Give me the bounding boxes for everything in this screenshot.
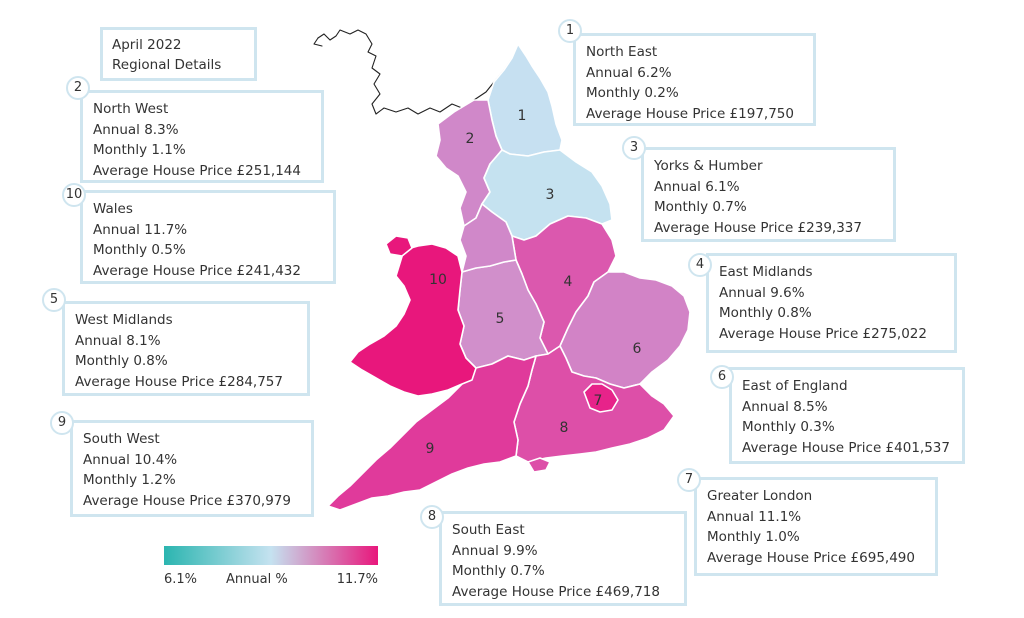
badge-greater-london: 7 bbox=[677, 468, 701, 492]
region-name: East Midlands bbox=[719, 264, 813, 280]
legend-min-label: 6.1% bbox=[164, 572, 198, 587]
region-wales-anglesey[interactable] bbox=[385, 235, 413, 257]
region-name: Yorks & Humber bbox=[654, 158, 763, 174]
region-label-north-west: 2 bbox=[466, 131, 475, 147]
legend-gradient-bar bbox=[164, 546, 378, 565]
region-east-of-england[interactable] bbox=[559, 271, 691, 389]
color-legend: 6.1% Annual % 11.7% bbox=[162, 546, 380, 590]
region-name: North East bbox=[586, 44, 658, 60]
region-name: South East bbox=[452, 522, 525, 538]
title-subtitle: Regional Details bbox=[112, 57, 222, 73]
info-box-east-of-england: East of England Annual 8.5% Monthly 0.3%… bbox=[729, 367, 965, 464]
badge-north-east: 1 bbox=[558, 19, 582, 43]
info-box-yorks-humber: Yorks & Humber Annual 6.1% Monthly 0.7% … bbox=[641, 147, 896, 242]
badge-north-west: 2 bbox=[66, 76, 90, 100]
region-price: Average House Price £241,432 bbox=[93, 262, 301, 279]
legend-title: Annual % bbox=[226, 572, 288, 587]
info-box-west-midlands: West Midlands Annual 8.1% Monthly 0.8% A… bbox=[62, 301, 310, 396]
region-label-yorks-humber: 3 bbox=[546, 187, 555, 203]
region-monthly: Monthly 0.3% bbox=[742, 419, 835, 435]
info-box-wales: Wales Annual 11.7% Monthly 0.5% Average … bbox=[80, 190, 336, 284]
scotland-inlet bbox=[313, 37, 323, 47]
title-date: April 2022 bbox=[112, 37, 182, 53]
region-label-south-west: 9 bbox=[426, 441, 435, 457]
badge-wales: 10 bbox=[62, 183, 86, 207]
region-label-north-east: 1 bbox=[518, 108, 527, 124]
badge-yorks-humber: 3 bbox=[622, 136, 646, 160]
info-box-north-east: North East Annual 6.2% Monthly 0.2% Aver… bbox=[573, 33, 816, 126]
region-name: Greater London bbox=[707, 488, 813, 504]
region-price: Average House Price £197,750 bbox=[586, 105, 794, 122]
region-label-south-east: 8 bbox=[560, 420, 569, 436]
region-name: South West bbox=[83, 431, 160, 447]
info-box-south-east: South East Annual 9.9% Monthly 0.7% Aver… bbox=[439, 511, 687, 606]
region-price: Average House Price £469,718 bbox=[452, 583, 660, 600]
region-label-east-of-england: 6 bbox=[633, 341, 642, 357]
badge-west-midlands: 5 bbox=[42, 288, 66, 312]
region-monthly: Monthly 0.2% bbox=[586, 85, 679, 101]
region-price: Average House Price £275,022 bbox=[719, 325, 927, 342]
region-wales[interactable] bbox=[349, 243, 477, 397]
region-north-west-south[interactable] bbox=[459, 203, 517, 273]
region-monthly: Monthly 0.8% bbox=[75, 353, 168, 369]
region-label-west-midlands: 5 bbox=[496, 311, 505, 327]
region-south-east-isle[interactable] bbox=[527, 457, 551, 473]
region-south-west[interactable] bbox=[327, 355, 537, 511]
badge-south-west: 9 bbox=[50, 411, 74, 435]
region-price: Average House Price £284,757 bbox=[75, 373, 283, 390]
region-annual: Annual 11.7% bbox=[93, 221, 188, 238]
region-name: West Midlands bbox=[75, 312, 173, 328]
region-price: Average House Price £401,537 bbox=[742, 439, 950, 456]
region-label-east-midlands: 4 bbox=[564, 274, 573, 290]
region-name: North West bbox=[93, 101, 169, 117]
region-annual: Annual 8.1% bbox=[75, 332, 161, 349]
region-annual: Annual 8.5% bbox=[742, 398, 828, 415]
region-annual: Annual 9.9% bbox=[452, 542, 538, 559]
region-label-greater-london: 7 bbox=[594, 393, 603, 409]
region-annual: Annual 6.1% bbox=[654, 178, 740, 195]
region-annual: Annual 11.1% bbox=[707, 508, 802, 525]
region-price: Average House Price £239,337 bbox=[654, 219, 862, 236]
region-monthly: Monthly 0.8% bbox=[719, 305, 812, 321]
region-greater-london[interactable] bbox=[583, 383, 619, 413]
region-monthly: Monthly 1.1% bbox=[93, 142, 186, 158]
region-price: Average House Price £370,979 bbox=[83, 492, 291, 509]
info-box-south-west: South West Annual 10.4% Monthly 1.2% Ave… bbox=[70, 420, 314, 517]
region-monthly: Monthly 0.7% bbox=[654, 199, 747, 215]
region-monthly: Monthly 0.7% bbox=[452, 563, 545, 579]
badge-east-midlands: 4 bbox=[688, 253, 712, 277]
badge-east-of-england: 6 bbox=[710, 365, 734, 389]
region-annual: Annual 8.3% bbox=[93, 121, 179, 138]
region-monthly: Monthly 1.2% bbox=[83, 472, 176, 488]
info-box-greater-london: Greater London Annual 11.1% Monthly 1.0%… bbox=[694, 477, 938, 576]
region-name: Wales bbox=[93, 201, 133, 217]
region-price: Average House Price £695,490 bbox=[707, 549, 915, 566]
region-annual: Annual 9.6% bbox=[719, 284, 805, 301]
badge-south-east: 8 bbox=[420, 505, 444, 529]
region-name: East of England bbox=[742, 378, 848, 394]
info-box-north-west: North West Annual 8.3% Monthly 1.1% Aver… bbox=[80, 90, 324, 183]
info-box-east-midlands: East Midlands Annual 9.6% Monthly 0.8% A… bbox=[706, 253, 957, 353]
title-box: April 2022 Regional Details bbox=[100, 27, 257, 81]
region-annual: Annual 6.2% bbox=[586, 64, 672, 81]
region-label-wales: 10 bbox=[429, 272, 447, 288]
legend-max-label: 11.7% bbox=[336, 572, 378, 587]
region-north-east[interactable] bbox=[487, 43, 563, 157]
region-annual: Annual 10.4% bbox=[83, 451, 178, 468]
region-monthly: Monthly 1.0% bbox=[707, 529, 800, 545]
region-price: Average House Price £251,144 bbox=[93, 162, 301, 179]
region-monthly: Monthly 0.5% bbox=[93, 242, 186, 258]
